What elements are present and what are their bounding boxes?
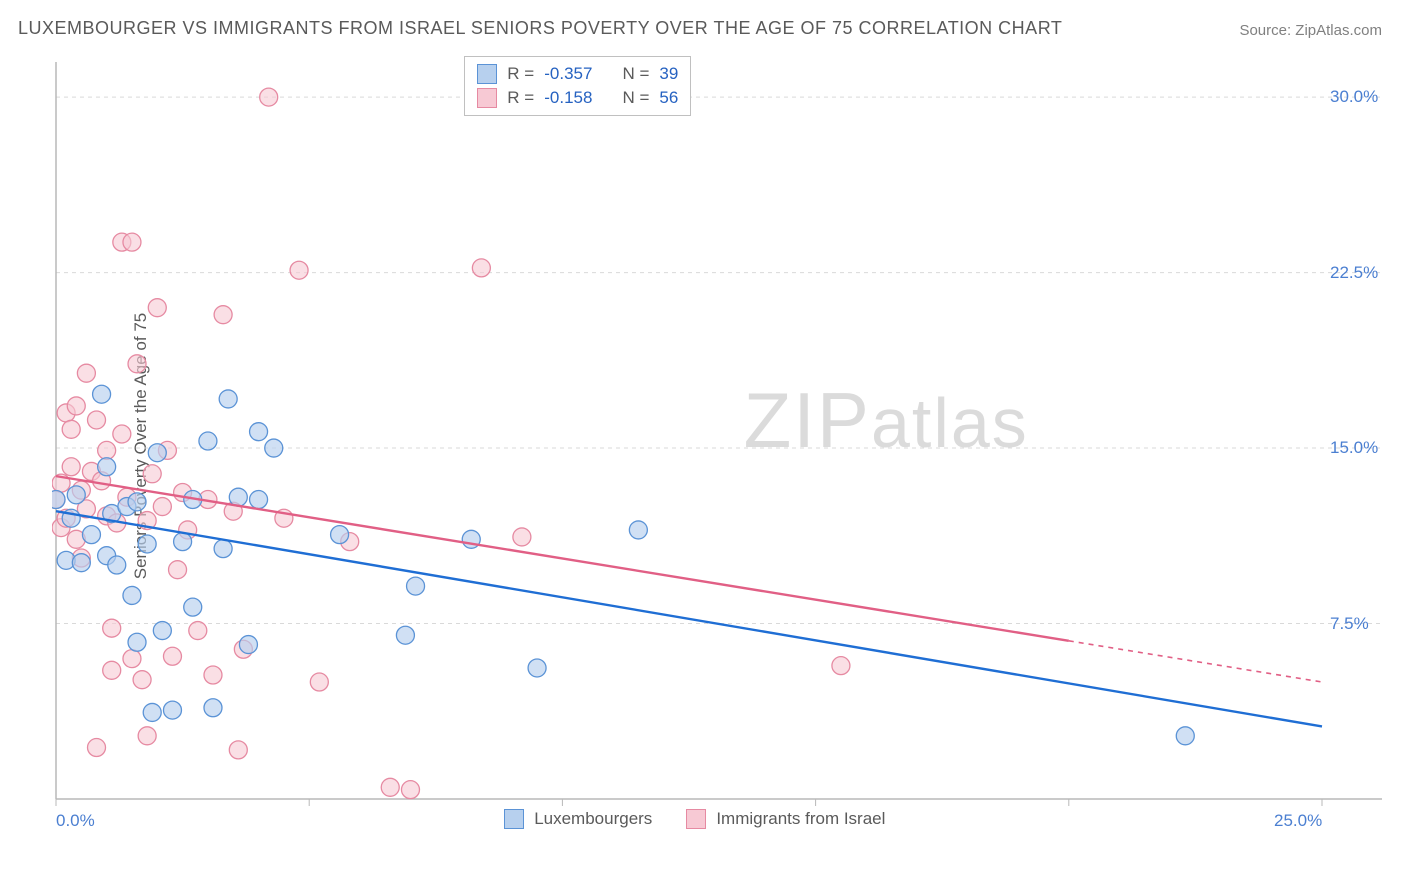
legend-n-label: N = xyxy=(622,62,649,86)
x-tick-label: 0.0% xyxy=(56,811,95,831)
data-point-a xyxy=(52,491,65,509)
data-point-b xyxy=(98,441,116,459)
data-point-b xyxy=(88,411,106,429)
data-point-b xyxy=(153,498,171,516)
legend-r-label: R = xyxy=(507,86,534,110)
y-tick-label: 30.0% xyxy=(1330,87,1378,107)
legend-swatch xyxy=(477,88,497,108)
data-point-a xyxy=(219,390,237,408)
data-point-a xyxy=(143,703,161,721)
legend-row-a: R = -0.357 N = 39 xyxy=(477,62,678,86)
data-point-b xyxy=(62,420,80,438)
data-point-b xyxy=(381,778,399,796)
trend-line-a xyxy=(56,511,1322,726)
data-point-a xyxy=(128,633,146,651)
legend-swatch xyxy=(504,809,524,829)
legend-r-label: R = xyxy=(507,62,534,86)
data-point-a xyxy=(93,385,111,403)
source-attribution: Source: ZipAtlas.com xyxy=(1239,22,1382,39)
data-point-b xyxy=(148,299,166,317)
data-point-a xyxy=(629,521,647,539)
series-legend: Luxembourgers Immigrants from Israel xyxy=(504,809,885,829)
data-point-a xyxy=(67,486,85,504)
legend-r-value: -0.357 xyxy=(544,62,592,86)
data-point-b xyxy=(77,364,95,382)
legend-item-b: Immigrants from Israel xyxy=(686,809,885,829)
legend-swatch xyxy=(477,64,497,84)
y-tick-label: 7.5% xyxy=(1330,614,1369,634)
data-point-b xyxy=(123,233,141,251)
y-tick-label: 15.0% xyxy=(1330,438,1378,458)
data-point-b xyxy=(189,622,207,640)
data-point-a xyxy=(1176,727,1194,745)
legend-item-label: Immigrants from Israel xyxy=(716,809,885,829)
data-point-a xyxy=(184,598,202,616)
data-point-b xyxy=(103,661,121,679)
legend-n-value: 56 xyxy=(659,86,678,110)
data-point-b xyxy=(128,355,146,373)
data-point-b xyxy=(290,261,308,279)
data-point-a xyxy=(148,444,166,462)
data-point-b xyxy=(133,671,151,689)
data-point-a xyxy=(331,526,349,544)
data-point-b xyxy=(310,673,328,691)
data-point-b xyxy=(103,619,121,637)
data-point-a xyxy=(199,432,217,450)
data-point-a xyxy=(265,439,283,457)
data-point-a xyxy=(407,577,425,595)
data-point-a xyxy=(239,636,257,654)
legend-n-label: N = xyxy=(622,86,649,110)
x-tick-label: 25.0% xyxy=(1274,811,1322,831)
data-point-a xyxy=(123,586,141,604)
trend-line-b-extrapolated xyxy=(1069,641,1322,682)
legend-r-value: -0.158 xyxy=(544,86,592,110)
data-point-a xyxy=(229,488,247,506)
data-point-b xyxy=(214,306,232,324)
data-point-b xyxy=(229,741,247,759)
data-point-a xyxy=(163,701,181,719)
data-point-b xyxy=(143,465,161,483)
legend-item-label: Luxembourgers xyxy=(534,809,652,829)
data-point-b xyxy=(88,739,106,757)
data-point-b xyxy=(513,528,531,546)
scatter-plot xyxy=(52,58,1382,813)
data-point-a xyxy=(138,535,156,553)
trend-line-b xyxy=(56,476,1069,641)
legend-n-value: 39 xyxy=(659,62,678,86)
chart-title: LUXEMBOURGER VS IMMIGRANTS FROM ISRAEL S… xyxy=(18,18,1062,39)
data-point-b xyxy=(472,259,490,277)
data-point-b xyxy=(138,727,156,745)
data-point-a xyxy=(250,423,268,441)
data-point-b xyxy=(260,88,278,106)
legend-item-a: Luxembourgers xyxy=(504,809,652,829)
data-point-a xyxy=(82,526,100,544)
legend-swatch xyxy=(686,809,706,829)
correlation-legend: R = -0.357 N = 39 R = -0.158 N = 56 xyxy=(464,56,691,116)
data-point-a xyxy=(396,626,414,644)
data-point-b xyxy=(113,425,131,443)
data-point-a xyxy=(153,622,171,640)
y-tick-label: 22.5% xyxy=(1330,263,1378,283)
data-point-b xyxy=(123,650,141,668)
data-point-b xyxy=(832,657,850,675)
data-point-a xyxy=(72,554,90,572)
data-point-b xyxy=(169,561,187,579)
data-point-a xyxy=(174,533,192,551)
data-point-a xyxy=(98,458,116,476)
data-point-b xyxy=(67,397,85,415)
legend-row-b: R = -0.158 N = 56 xyxy=(477,86,678,110)
data-point-a xyxy=(214,540,232,558)
data-point-b xyxy=(204,666,222,684)
data-point-b xyxy=(401,781,419,799)
data-point-a xyxy=(204,699,222,717)
data-point-b xyxy=(62,458,80,476)
data-point-a xyxy=(250,491,268,509)
data-point-a xyxy=(528,659,546,677)
data-point-a xyxy=(128,493,146,511)
data-point-a xyxy=(108,556,126,574)
data-point-b xyxy=(163,647,181,665)
